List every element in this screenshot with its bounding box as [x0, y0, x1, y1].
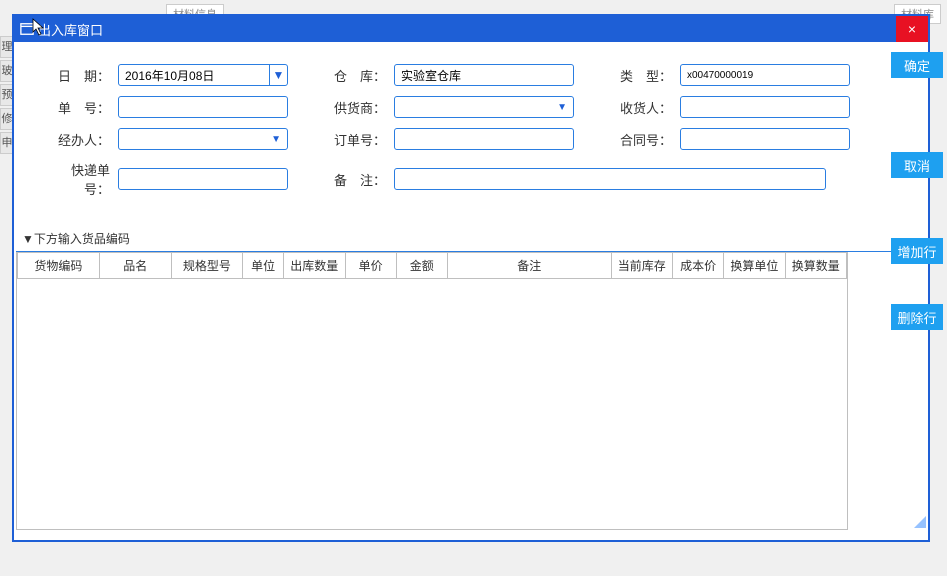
orderno-input[interactable] [394, 128, 574, 150]
supplier-dropdown-icon[interactable]: ▼ [557, 102, 567, 113]
form-row-4: 快递单号： 备 注： [50, 160, 908, 198]
col-header[interactable]: 单价 [345, 253, 396, 279]
date-combo[interactable]: 2016年10月08日 ▼ [118, 64, 288, 86]
expressno-input[interactable] [118, 168, 288, 190]
window-title: 出入库窗口 [38, 20, 103, 39]
col-header[interactable]: 品名 [99, 253, 171, 279]
label-date: 日 期： [50, 66, 110, 85]
cancel-button[interactable]: 取消 [891, 152, 943, 178]
col-header[interactable]: 金额 [396, 253, 447, 279]
form-row-3: 经办人： ▼ 订单号： 合同号： [50, 128, 908, 150]
label-handler: 经办人： [50, 130, 110, 149]
label-expressno: 快递单号： [50, 160, 110, 198]
col-header[interactable]: 换算数量 [785, 253, 846, 279]
contractno-input[interactable] [680, 128, 850, 150]
handler-combo[interactable]: ▼ [118, 128, 288, 150]
supplier-combo[interactable]: ▼ [394, 96, 574, 118]
col-header[interactable]: 换算单位 [724, 253, 785, 279]
dialog-body: 日 期： 2016年10月08日 ▼ 仓 库： 类 型： 单 号： 供货商： [14, 42, 928, 530]
items-table-wrap: 货物编码品名规格型号单位出库数量单价金额备注当前库存成本价换算单位换算数量 [16, 252, 848, 530]
label-type: 类 型： [612, 66, 672, 85]
label-warehouse: 仓 库： [326, 66, 386, 85]
resize-grip-icon[interactable] [914, 516, 926, 528]
inout-dialog: 出入库窗口 × 日 期： 2016年10月08日 ▼ 仓 库： 类 型： 单 号… [12, 14, 930, 542]
col-header[interactable]: 货物编码 [18, 253, 100, 279]
form-row-2: 单 号： 供货商： ▼ 收货人： [50, 96, 908, 118]
col-header[interactable]: 成本价 [673, 253, 724, 279]
section-hint: ▼下方输入货品编码 [16, 226, 926, 252]
items-table[interactable]: 货物编码品名规格型号单位出库数量单价金额备注当前库存成本价换算单位换算数量 [17, 252, 847, 279]
form-area: 日 期： 2016年10月08日 ▼ 仓 库： 类 型： 单 号： 供货商： [14, 42, 928, 218]
label-docno: 单 号： [50, 98, 110, 117]
col-header[interactable]: 当前库存 [611, 253, 672, 279]
date-value: 2016年10月08日 [119, 67, 269, 84]
docno-input[interactable] [118, 96, 288, 118]
delete-row-button[interactable]: 删除行 [891, 304, 943, 330]
label-receiver: 收货人： [612, 98, 672, 117]
warehouse-input[interactable] [394, 64, 574, 86]
col-header[interactable]: 规格型号 [171, 253, 243, 279]
receiver-input[interactable] [680, 96, 850, 118]
col-header[interactable]: 单位 [243, 253, 284, 279]
label-remark: 备 注： [326, 170, 386, 189]
type-input[interactable] [680, 64, 850, 86]
window-icon [20, 22, 34, 36]
label-orderno: 订单号： [326, 130, 386, 149]
date-dropdown-icon[interactable]: ▼ [269, 65, 287, 85]
add-row-button[interactable]: 增加行 [891, 238, 943, 264]
col-header[interactable]: 备注 [447, 253, 611, 279]
titlebar[interactable]: 出入库窗口 × [14, 16, 928, 42]
ok-button[interactable]: 确定 [891, 52, 943, 78]
label-supplier: 供货商： [326, 98, 386, 117]
close-button[interactable]: × [896, 16, 928, 42]
remark-input[interactable] [394, 168, 826, 190]
col-header[interactable]: 出库数量 [284, 253, 345, 279]
handler-dropdown-icon[interactable]: ▼ [271, 134, 281, 145]
label-contractno: 合同号： [612, 130, 672, 149]
form-row-1: 日 期： 2016年10月08日 ▼ 仓 库： 类 型： [50, 64, 908, 86]
